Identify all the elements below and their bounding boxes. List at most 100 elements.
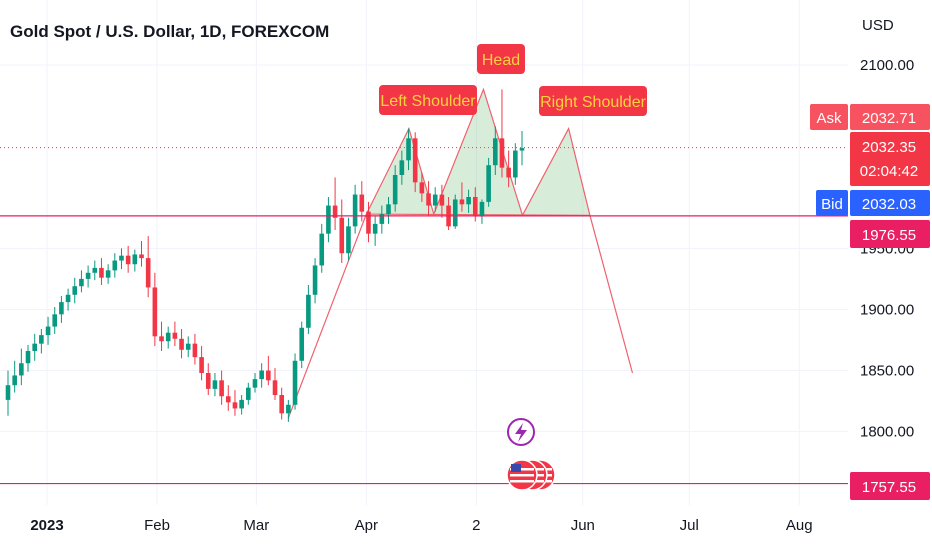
candle-body: [266, 370, 271, 381]
candle-body: [112, 260, 118, 271]
pattern-label: Head: [477, 44, 525, 74]
candle-body: [459, 199, 465, 205]
pattern-label: Left Shoulder: [379, 85, 477, 115]
last-price-badge-box: [850, 132, 930, 186]
candle-body: [492, 138, 498, 166]
candle-body: [452, 199, 458, 227]
candle-body: [19, 363, 24, 376]
bid-price-badge-box: [850, 190, 930, 216]
candle-body: [272, 380, 278, 395]
candle: [12, 360, 17, 393]
candle: [32, 333, 38, 361]
candle-body: [246, 387, 251, 400]
candle-body: [199, 357, 204, 373]
candle: [159, 321, 164, 351]
candle-body: [412, 138, 418, 183]
candle: [239, 395, 244, 415]
candle: [39, 329, 44, 354]
candle-body: [486, 165, 491, 202]
candle: [326, 197, 331, 243]
ask-label-box: [810, 104, 848, 130]
candle-body: [426, 193, 431, 206]
candle: [59, 296, 64, 323]
candle: [105, 264, 111, 284]
candle-body: [499, 138, 505, 168]
us-flag-icon: [506, 459, 538, 491]
candle-body: [346, 226, 351, 254]
candle: [286, 399, 291, 422]
candles: [5, 89, 525, 422]
pattern-label-text: Head: [482, 52, 520, 69]
price-badges: Ask 2032.71 2032.35 02:04:42 Bid 2032.03 1976.…: [810, 104, 930, 500]
price-tick-label: 1800.00: [860, 424, 914, 441]
horizontal-lines: [0, 147, 848, 485]
candle: [165, 326, 171, 349]
candle-body: [392, 175, 398, 205]
candle: [506, 150, 511, 188]
candle-body: [359, 194, 365, 212]
candle: [419, 172, 425, 202]
candle-body: [306, 294, 311, 328]
candle: [145, 236, 151, 298]
candle: [179, 329, 184, 359]
candle-body: [339, 217, 345, 254]
candle-body: [319, 233, 325, 266]
candle: [426, 181, 431, 217]
candle-body: [159, 336, 164, 342]
candle-body: [12, 375, 17, 386]
candle: [172, 321, 178, 347]
date-tick-label: Feb: [144, 517, 170, 534]
time-axis[interactable]: 2023 Feb Mar Apr 2 Jun Jul Aug: [30, 517, 812, 534]
candle: [185, 336, 191, 358]
candle: [332, 177, 338, 230]
candle: [339, 199, 345, 263]
candle: [72, 277, 78, 304]
chart-title: Gold Spot / U.S. Dollar, 1D, FOREXCOM: [10, 22, 329, 41]
candle-body: [439, 194, 445, 206]
support-price-badge-box: [850, 220, 930, 248]
support-price-badge: 1976.55: [850, 220, 930, 248]
economic-events[interactable]: [506, 418, 556, 491]
candle: [45, 316, 51, 345]
bid-price-badge: 2032.03: [850, 190, 930, 216]
candle: [346, 217, 351, 261]
candle: [279, 387, 284, 420]
candle-body: [352, 194, 358, 227]
candle: [452, 194, 458, 229]
candle-body: [165, 332, 171, 342]
candle-body: [132, 254, 138, 265]
us-flag-event-icon: [506, 459, 556, 491]
lightning-icon: [515, 423, 527, 442]
candle-body: [192, 343, 198, 358]
target-projection-line: [589, 215, 634, 374]
ask-price-badge-box: [850, 104, 930, 130]
pattern-label: Right Shoulder: [539, 86, 647, 116]
candle: [352, 184, 358, 234]
candle-body: [479, 201, 485, 217]
head-and-shoulders-pattern: [287, 87, 634, 419]
candle-body: [372, 223, 378, 234]
bid-label-box: [816, 190, 848, 216]
pattern-label-box: [379, 85, 477, 115]
pattern-annotations: Left Shoulder Head Right Shoulder: [379, 44, 647, 116]
candle-body: [152, 287, 158, 337]
candle-body: [472, 197, 478, 217]
candle-body: [139, 254, 144, 259]
date-tick-label: Jul: [680, 517, 699, 534]
candle-body: [39, 335, 44, 344]
candle-body: [386, 204, 391, 215]
pattern-label-box: [477, 44, 525, 74]
candle-body: [239, 399, 244, 409]
candle: [366, 201, 371, 243]
pattern-label-text: Left Shoulder: [380, 93, 476, 110]
last-price-badge-text: 02:04:42: [860, 163, 918, 180]
candle-body: [79, 278, 84, 287]
price-tick-label: 1900.00: [860, 301, 914, 318]
candle-body: [252, 379, 258, 388]
candle-body: [399, 160, 405, 175]
candle: [499, 89, 505, 178]
candle-body: [299, 327, 305, 361]
